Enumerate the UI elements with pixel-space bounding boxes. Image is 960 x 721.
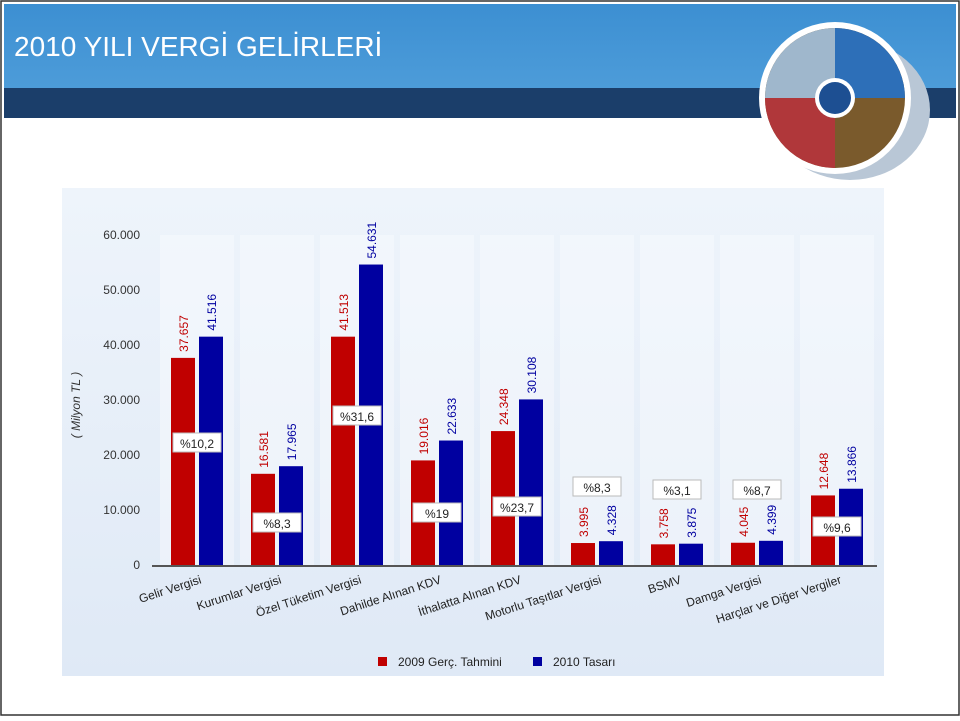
value-label: 4.045 bbox=[737, 506, 751, 536]
annotation-text: %3,1 bbox=[663, 484, 691, 498]
y-tick-label: 40.000 bbox=[103, 338, 140, 352]
column-stripe bbox=[720, 235, 794, 565]
logo bbox=[759, 22, 930, 180]
y-tick-label: 30.000 bbox=[103, 393, 140, 407]
annotation-box bbox=[732, 479, 782, 500]
legend-label: 2009 Gerç. Tahmini bbox=[398, 655, 502, 669]
value-label: 3.995 bbox=[577, 507, 591, 537]
value-label: 17.965 bbox=[285, 423, 299, 460]
column-stripe bbox=[640, 235, 714, 565]
value-label: 41.516 bbox=[205, 294, 219, 331]
y-tick-label: 20.000 bbox=[103, 448, 140, 462]
annotation: %19 bbox=[412, 502, 462, 523]
value-label: 16.581 bbox=[257, 431, 271, 468]
annotation-box bbox=[572, 476, 622, 497]
annotation-text: %31,6 bbox=[340, 410, 374, 424]
legend-swatch bbox=[533, 657, 542, 666]
bar bbox=[571, 543, 595, 565]
value-label: 37.657 bbox=[177, 315, 191, 352]
value-label: 12.648 bbox=[817, 452, 831, 489]
y-tick-label: 10.000 bbox=[103, 503, 140, 517]
annotation-box bbox=[252, 512, 302, 533]
y-axis-label: ( Milyon TL ) bbox=[69, 372, 83, 438]
bar bbox=[679, 543, 703, 565]
value-label: 30.108 bbox=[525, 356, 539, 393]
annotation-box bbox=[172, 432, 222, 453]
y-tick-label: 60.000 bbox=[103, 228, 140, 242]
annotation-box bbox=[652, 479, 702, 500]
column-stripe bbox=[560, 235, 634, 565]
annotation: %10,2 bbox=[172, 432, 222, 453]
legend-label: 2010 Tasarı bbox=[553, 655, 616, 669]
annotation-box bbox=[412, 502, 462, 523]
y-tick-label: 0 bbox=[133, 558, 140, 572]
value-label: 22.633 bbox=[445, 397, 459, 434]
annotation: %8,3 bbox=[252, 512, 302, 533]
annotation-box bbox=[332, 405, 382, 426]
annotation: %3,1 bbox=[652, 479, 702, 500]
value-label: 41.513 bbox=[337, 294, 351, 331]
bar bbox=[519, 399, 543, 565]
annotation-text: %9,6 bbox=[823, 521, 851, 535]
bar bbox=[651, 544, 675, 565]
value-label: 24.348 bbox=[497, 388, 511, 425]
annotation-text: %8,3 bbox=[263, 517, 291, 531]
annotation: %31,6 bbox=[332, 405, 382, 426]
value-label: 19.016 bbox=[417, 417, 431, 454]
annotation: %23,7 bbox=[492, 496, 542, 517]
bar bbox=[171, 357, 195, 565]
legend-swatch bbox=[378, 657, 387, 666]
value-label: 3.758 bbox=[657, 508, 671, 538]
value-label: 4.328 bbox=[605, 505, 619, 535]
annotation-text: %8,7 bbox=[743, 484, 771, 498]
value-label: 54.631 bbox=[365, 222, 379, 259]
value-label: 3.875 bbox=[685, 507, 699, 537]
annotation: %8,7 bbox=[732, 479, 782, 500]
bar bbox=[599, 541, 623, 565]
bar bbox=[731, 542, 755, 565]
annotation: %9,6 bbox=[812, 516, 862, 537]
annotation-text: %10,2 bbox=[180, 437, 214, 451]
y-tick-label: 50.000 bbox=[103, 283, 140, 297]
annotation-text: %8,3 bbox=[583, 481, 611, 495]
annotation-text: %19 bbox=[425, 507, 449, 521]
value-label: 13.866 bbox=[845, 446, 859, 483]
annotation-text: %23,7 bbox=[500, 501, 534, 515]
bar bbox=[759, 540, 783, 565]
annotation: %8,3 bbox=[572, 476, 622, 497]
bar bbox=[331, 336, 355, 565]
annotation-box bbox=[492, 496, 542, 517]
slide-title: 2010 YILI VERGİ GELİRLERİ bbox=[14, 31, 382, 62]
annotation-box bbox=[812, 516, 862, 537]
value-label: 4.399 bbox=[765, 504, 779, 534]
